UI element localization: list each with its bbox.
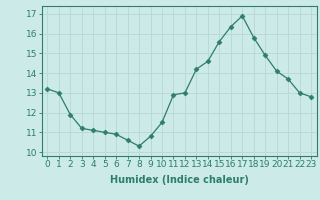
- X-axis label: Humidex (Indice chaleur): Humidex (Indice chaleur): [110, 175, 249, 185]
